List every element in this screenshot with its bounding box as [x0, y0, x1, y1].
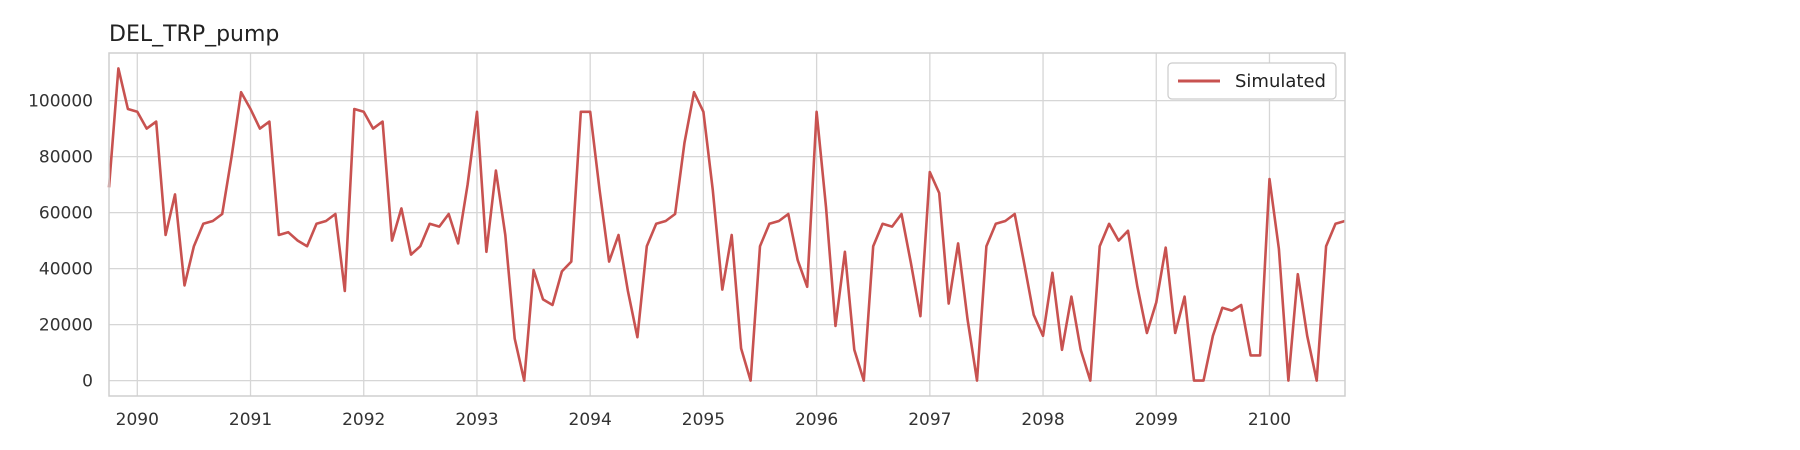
x-axis-ticks: 2090 2091 2092 2093 2094 2095 2096 2097 2098 2099…	[116, 410, 1291, 430]
legend-label-simulated: Simulated	[1235, 71, 1326, 92]
y-tick-label: 0	[82, 372, 93, 392]
x-tick-label: 2097	[908, 410, 951, 430]
x-tick-label: 2099	[1135, 410, 1178, 430]
x-tick-label: 2098	[1021, 410, 1064, 430]
chart-title: DEL_TRP_pump	[109, 22, 279, 47]
x-tick-label: 2094	[569, 410, 612, 430]
y-tick-label: 100000	[28, 92, 93, 112]
x-tick-label: 2100	[1248, 410, 1291, 430]
plot-frame	[108, 52, 1346, 397]
y-tick-label: 80000	[39, 148, 93, 168]
x-tick-label: 2096	[795, 410, 838, 430]
grid-lines	[109, 53, 1345, 396]
series-line-simulated	[107, 67, 1346, 382]
series-layer	[107, 67, 1346, 382]
legend: Simulated	[1167, 62, 1337, 100]
x-tick-label: 2093	[455, 410, 498, 430]
x-tick-label: 2090	[116, 410, 159, 430]
x-tick-label: 2091	[229, 410, 272, 430]
y-axis-ticks: 0 20000 40000 60000 80000 100000	[28, 92, 93, 392]
y-tick-label: 40000	[39, 260, 93, 280]
y-tick-label: 20000	[39, 316, 93, 336]
y-tick-label: 60000	[39, 204, 93, 224]
legend-box	[1167, 62, 1337, 100]
x-tick-label: 2095	[682, 410, 725, 430]
x-tick-label: 2092	[342, 410, 385, 430]
